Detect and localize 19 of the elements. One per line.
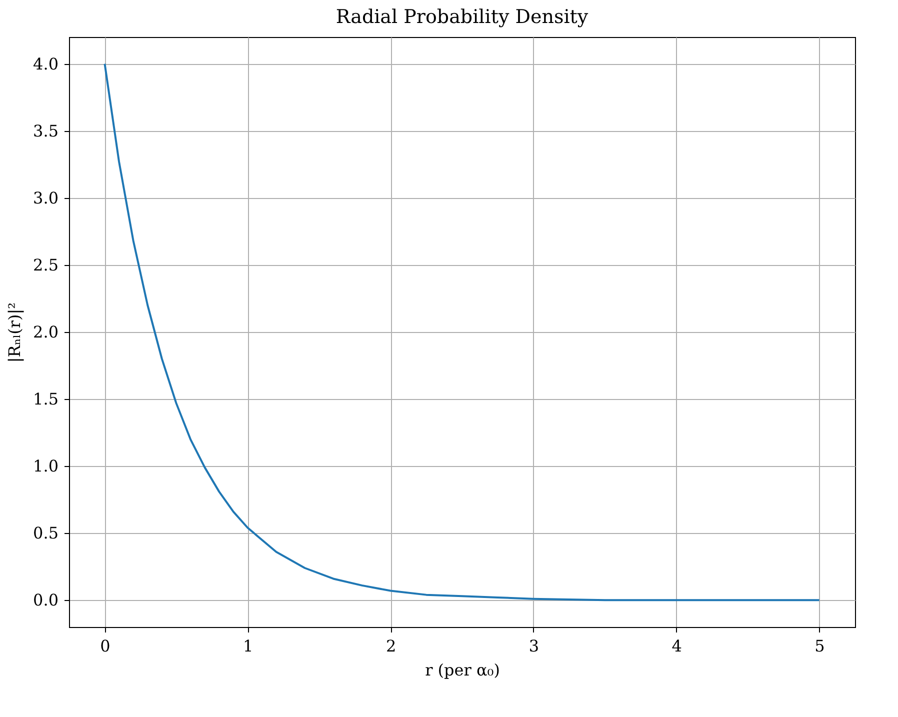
x-tick-label: 1 — [243, 636, 254, 656]
y-tick-label: 0.5 — [33, 524, 58, 543]
y-tick-label: 1.5 — [33, 390, 58, 409]
x-axis-title: r (per α₀) — [425, 660, 500, 680]
x-tick-label: 3 — [528, 636, 540, 656]
y-tick-label: 3.5 — [33, 121, 58, 140]
y-tick-label: 2.5 — [33, 255, 58, 274]
y-tick-label: 0.0 — [33, 590, 58, 610]
y-tick-label: 1.0 — [33, 456, 58, 476]
x-tick-label: 5 — [814, 636, 825, 656]
y-tick-label: 2.0 — [33, 322, 58, 342]
y-tick-label: 4.0 — [33, 54, 58, 74]
x-tick-label: 4 — [672, 636, 682, 656]
x-tick-label: 0 — [100, 636, 110, 656]
line-series — [104, 62, 820, 602]
y-tick-label: 3.0 — [33, 188, 58, 208]
y-axis-title: |Rₙₗ(r)|² — [5, 302, 24, 363]
x-tick-label: 2 — [386, 636, 396, 656]
chart-title: Radial Probability Density — [336, 6, 588, 28]
